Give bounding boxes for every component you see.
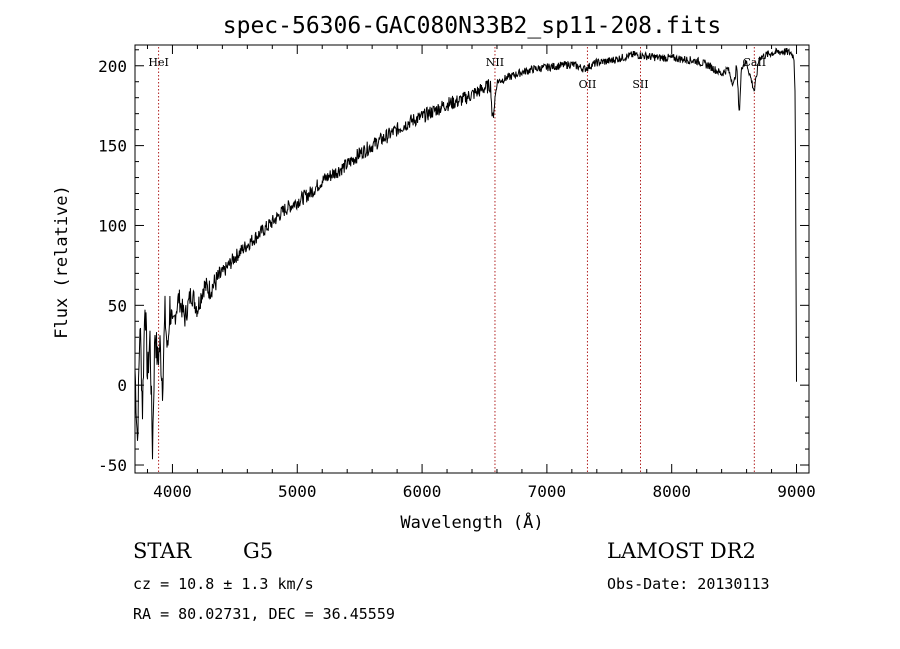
x-tick-label: 6000 (403, 482, 442, 501)
x-axis-label: Wavelength (Å) (400, 511, 543, 533)
x-tick-label: 8000 (652, 482, 691, 501)
x-tick-label: 7000 (528, 482, 567, 501)
object-class: STAR (133, 539, 192, 563)
y-tick-label: 100 (98, 216, 127, 235)
object-subclass: G5 (243, 539, 273, 563)
x-axis-ticks: 4000 5000 6000 7000 8000 9000 (146, 45, 816, 501)
spectral-line-label: OII (579, 78, 597, 91)
survey-name: LAMOST DR2 (607, 539, 756, 563)
y-tick-label: 150 (98, 137, 127, 156)
x-tick-label: 5000 (278, 482, 317, 501)
x-tick-label: 9000 (777, 482, 816, 501)
y-tick-label: -50 (98, 456, 127, 475)
y-tick-label: 50 (108, 296, 127, 315)
x-tick-label: 4000 (153, 482, 192, 501)
chart-title: spec-56306-GAC080N33B2_sp11-208.fits (223, 13, 722, 39)
redshift-info: cz = 10.8 ± 1.3 km/s (133, 575, 314, 593)
y-axis-label: Flux (relative) (52, 185, 72, 339)
y-axis-ticks: -50 0 50 100 150 200 (98, 49, 809, 475)
spectral-line-label: NII (486, 56, 504, 69)
spectral-line-label: HeI (148, 56, 168, 69)
coordinates-info: RA = 80.02731, DEC = 36.45559 (133, 605, 395, 623)
y-tick-label: 200 (98, 57, 127, 76)
y-tick-label: 0 (117, 376, 127, 395)
observation-date: Obs-Date: 20130113 (607, 575, 770, 593)
spectrum-line (134, 47, 797, 460)
spectral-line-markers (158, 47, 755, 473)
spectral-line-label: SII (632, 78, 648, 91)
